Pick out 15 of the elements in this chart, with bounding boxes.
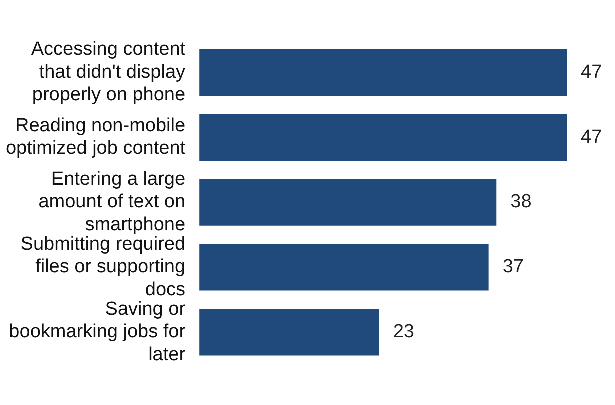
y-tick-label: Submitting required files or supporting docs <box>20 234 186 300</box>
data-label: 37 <box>502 256 524 278</box>
data-label: 47 <box>581 126 602 148</box>
y-tick-label: Saving or bookmarking jobs for later <box>9 298 186 366</box>
y-tick-label: Entering a large amount of text on smartphone <box>38 168 186 236</box>
bar <box>200 308 380 356</box>
data-label: 23 <box>393 322 415 343</box>
bar <box>200 179 497 226</box>
bar <box>200 244 489 291</box>
bar <box>200 114 567 161</box>
y-tick-label: Accessing content that didn't display properly on phone <box>31 39 186 106</box>
data-label: 47 <box>581 62 602 83</box>
y-tick-label: Reading non-mobile optimized job content <box>6 115 186 160</box>
data-label: 38 <box>510 192 532 213</box>
bar <box>200 49 567 96</box>
